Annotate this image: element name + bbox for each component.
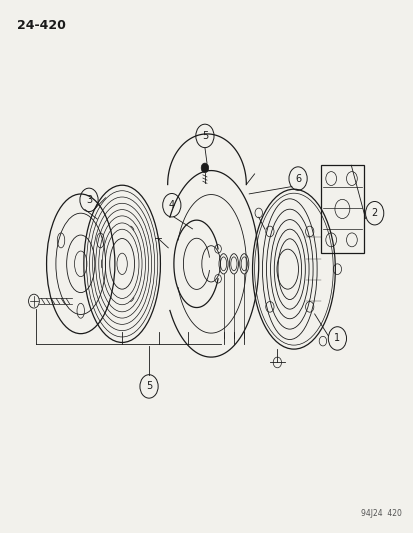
Bar: [320, 165, 363, 253]
Text: 4: 4: [169, 200, 174, 210]
Circle shape: [201, 163, 208, 173]
Text: 2: 2: [370, 208, 377, 218]
Text: 1: 1: [334, 334, 339, 343]
Text: 6: 6: [294, 174, 300, 183]
Text: 94J24  420: 94J24 420: [360, 509, 401, 518]
Text: 5: 5: [145, 382, 152, 391]
Text: 5: 5: [201, 131, 208, 141]
Text: 3: 3: [86, 195, 92, 205]
Text: 24-420: 24-420: [17, 19, 65, 31]
